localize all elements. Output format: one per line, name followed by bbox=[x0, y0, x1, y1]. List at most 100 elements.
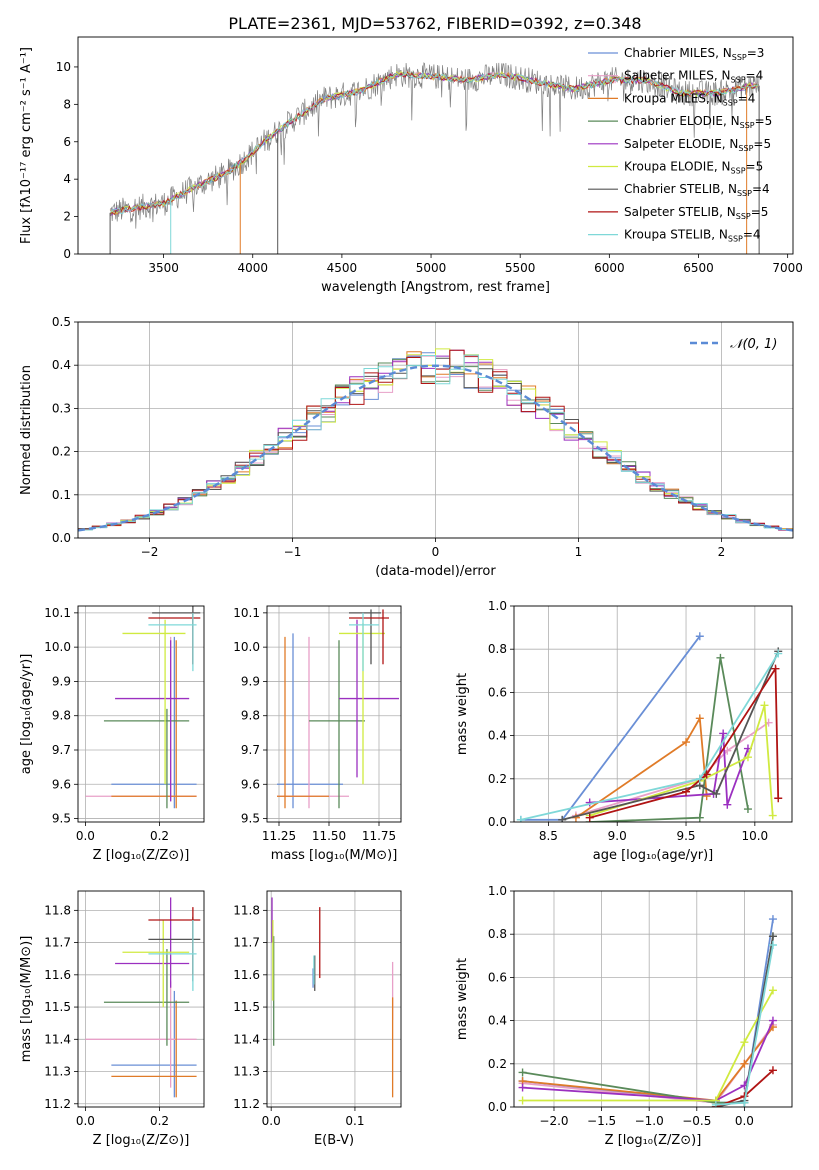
errorbar-point bbox=[103, 708, 190, 809]
weight-marker bbox=[740, 1059, 749, 1068]
errorbar-point bbox=[122, 619, 186, 785]
y-tick-label: 0.3 bbox=[52, 401, 71, 415]
y-tick-label: 10.0 bbox=[233, 640, 260, 654]
y-tick-label: 9.8 bbox=[52, 709, 71, 723]
x-tick-label: 8.5 bbox=[539, 829, 558, 843]
legend-entry: Kroupa MILES, NSSP=4 bbox=[624, 91, 755, 107]
x-tick-label: 3500 bbox=[148, 261, 179, 275]
errorbar-point bbox=[103, 949, 190, 1046]
residuals-plot-area bbox=[78, 348, 793, 532]
weight-marker bbox=[768, 811, 777, 820]
y-tick-label: 10 bbox=[56, 60, 71, 74]
y-tick-label: 11.6 bbox=[44, 968, 71, 982]
weight-series-line bbox=[522, 1026, 774, 1102]
age-vs-mass-panel: 11.25 11.50 11.75 9.5 9.6 9.7 9.8 9.9 10.0 10.1 ma… bbox=[233, 605, 402, 863]
weight-marker bbox=[716, 653, 725, 662]
x-tick-label: 0.1 bbox=[345, 1114, 364, 1128]
y-tick-label: 11.3 bbox=[233, 1065, 260, 1079]
x-tick-label: 7000 bbox=[772, 261, 803, 275]
y-tick-label: 0.2 bbox=[488, 1057, 507, 1071]
weight-marker bbox=[740, 1098, 749, 1107]
mass-vs-Z-panel: 0.0 0.2 11.2 11.3 11.4 11.5 11.6 11.7 11.8 Z [log… bbox=[19, 890, 205, 1148]
figure-title: PLATE=2361, MJD=53762, FIBERID=0392, z=0… bbox=[228, 14, 641, 33]
x-axis-label: E(B-V) bbox=[314, 1133, 354, 1148]
weight-series-line bbox=[561, 651, 780, 821]
weight-marker bbox=[702, 770, 711, 779]
x-axis-label: wavelength [Angstrom, rest frame] bbox=[321, 280, 550, 295]
errorbar-point bbox=[277, 636, 329, 809]
errorbar-point bbox=[85, 981, 197, 1088]
y-tick-label: 0.4 bbox=[52, 358, 71, 372]
legend-entry: Salpeter STELIB, NSSP=5 bbox=[624, 205, 768, 221]
legend-entry: Kroupa STELIB, NSSP=4 bbox=[624, 228, 761, 244]
spectrum-panel: 3500 4000 4500 5000 5500 6000 6500 7000 0 2 4 6 8 10 w… bbox=[19, 36, 803, 295]
age-vs-mass-plot-area bbox=[277, 609, 399, 809]
mass-vs-Z-plot-area bbox=[85, 897, 201, 1098]
y-tick-label: 0.8 bbox=[488, 927, 507, 941]
x-tick-label: 11.25 bbox=[262, 829, 296, 843]
x-tick-label: 0.0 bbox=[76, 829, 95, 843]
y-tick-label: 0.0 bbox=[52, 531, 71, 545]
y-tick-label: 11.8 bbox=[44, 903, 71, 917]
x-tick-label: 0 bbox=[432, 545, 440, 559]
y-axis-label: mass weight bbox=[455, 673, 470, 755]
errorbar-point bbox=[111, 990, 197, 1098]
legend-entry: Chabrier MILES, NSSP=3 bbox=[624, 46, 764, 62]
x-tick-label: 11.75 bbox=[362, 829, 396, 843]
y-tick-label: 0.6 bbox=[488, 685, 507, 699]
x-tick-label: 9.5 bbox=[676, 829, 695, 843]
axes-frame bbox=[77, 890, 205, 1108]
x-tick-label: −2.0 bbox=[539, 1114, 568, 1128]
axes-frame bbox=[513, 890, 793, 1108]
errorbar-point bbox=[115, 897, 190, 988]
errorbar-point bbox=[148, 612, 197, 672]
x-tick-label: 5000 bbox=[416, 261, 447, 275]
weight-marker bbox=[743, 753, 752, 762]
y-tick-label: 0 bbox=[63, 247, 71, 261]
x-tick-label: −1 bbox=[284, 545, 302, 559]
y-tick-label: 11.8 bbox=[233, 903, 260, 917]
y-tick-label: 11.7 bbox=[44, 936, 71, 950]
weight-marker bbox=[740, 1038, 749, 1047]
y-tick-label: 11.2 bbox=[233, 1097, 260, 1111]
y-tick-label: 4 bbox=[63, 172, 71, 186]
weight-marker bbox=[719, 729, 728, 738]
legend-entry: Chabrier STELIB, NSSP=4 bbox=[624, 182, 770, 198]
y-tick-label: 9.9 bbox=[52, 674, 71, 688]
y-tick-label: 10.1 bbox=[44, 606, 71, 620]
residuals-panel: −2 −1 0 1 2 0.0 0.1 0.2 0.3 0.4 0.5 (data-model)/er… bbox=[19, 315, 794, 579]
weight-marker bbox=[774, 794, 783, 803]
x-tick-label: 10.0 bbox=[741, 829, 768, 843]
legend-entry: Salpeter MILES, NSSP=4 bbox=[624, 69, 763, 85]
x-tick-label: 0.0 bbox=[262, 1114, 281, 1128]
weight-marker bbox=[723, 800, 732, 809]
spectrum-legend: Chabrier MILES, NSSP=3 Salpeter MILES, NS… bbox=[588, 46, 772, 244]
y-tick-label: 9.5 bbox=[241, 812, 260, 826]
x-tick-label: 4000 bbox=[237, 261, 268, 275]
weight-vs-Z-panel: −2.0 −1.5 −1.0 −0.5 0.0 0.0 0.2 0.4 0.6 0.8 1.0 Z [… bbox=[455, 884, 793, 1148]
errorbar-point bbox=[111, 1000, 197, 1098]
x-tick-label: 6000 bbox=[594, 261, 625, 275]
y-axis-label: mass [log₁₀(M/M⊙)] bbox=[19, 936, 34, 1063]
spectrum-plot-area bbox=[109, 62, 760, 254]
axes-frame bbox=[77, 321, 794, 539]
x-tick-label: 0.0 bbox=[76, 1114, 95, 1128]
weight-marker bbox=[743, 805, 752, 814]
y-tick-label: 0.0 bbox=[488, 815, 507, 829]
weight-marker bbox=[695, 632, 704, 641]
y-tick-label: 10.0 bbox=[44, 640, 71, 654]
y-tick-label: 9.5 bbox=[52, 812, 71, 826]
y-axis-label: age [log₁₀(age/yr)] bbox=[19, 654, 34, 775]
x-tick-label: −2 bbox=[141, 545, 159, 559]
errorbar-point bbox=[349, 609, 389, 665]
errorbar-point bbox=[115, 640, 190, 802]
y-tick-label: 2 bbox=[63, 210, 71, 224]
y-tick-label: 11.7 bbox=[233, 936, 260, 950]
x-tick-label: 0.2 bbox=[150, 1114, 169, 1128]
x-tick-label: 6500 bbox=[683, 261, 714, 275]
weight-series-line bbox=[522, 936, 774, 1104]
y-axis-label: Flux [fλ10⁻¹⁷ erg cm⁻² s⁻¹ A⁻¹] bbox=[19, 47, 34, 244]
errorbar-point bbox=[148, 920, 197, 991]
weight-marker bbox=[768, 932, 777, 941]
x-tick-label: 9.0 bbox=[608, 829, 627, 843]
